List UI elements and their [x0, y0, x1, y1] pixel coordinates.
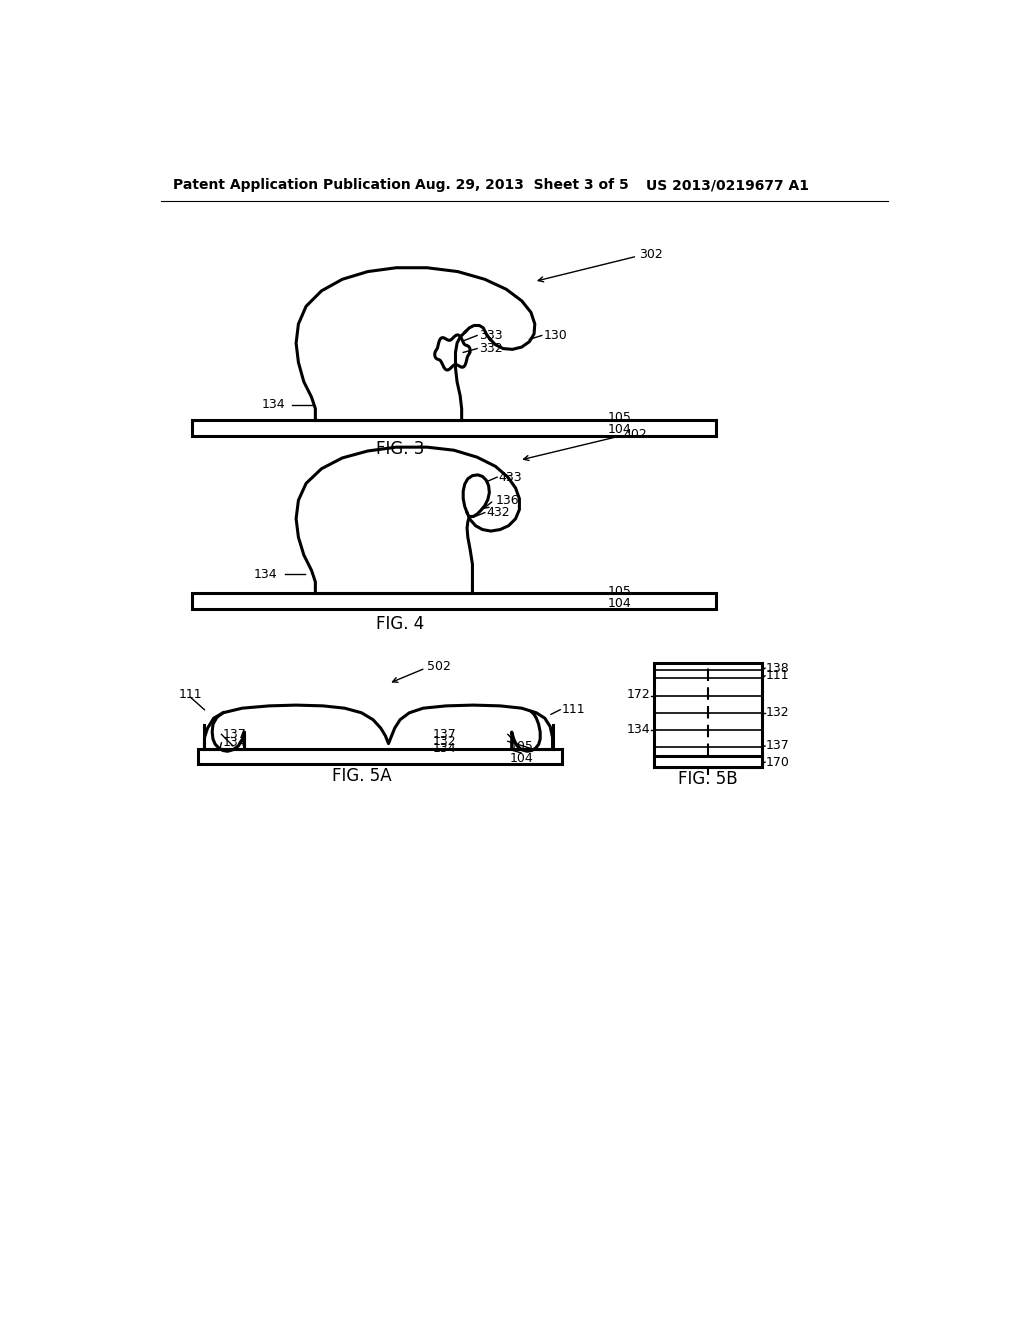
- Text: FIG. 5A: FIG. 5A: [332, 767, 391, 785]
- Text: 136: 136: [496, 494, 519, 507]
- Text: 134: 134: [261, 399, 285, 412]
- Text: 402: 402: [624, 428, 647, 441]
- Text: 111: 111: [562, 704, 586, 717]
- Text: 172: 172: [627, 688, 650, 701]
- Text: 111: 111: [178, 688, 202, 701]
- Text: 432: 432: [486, 506, 510, 519]
- Text: 104: 104: [608, 597, 632, 610]
- Text: 170: 170: [766, 755, 790, 768]
- Bar: [193, 594, 716, 609]
- Text: 104: 104: [608, 422, 632, 436]
- Text: 502: 502: [427, 660, 451, 673]
- Text: Aug. 29, 2013  Sheet 3 of 5: Aug. 29, 2013 Sheet 3 of 5: [416, 178, 629, 193]
- Text: 302: 302: [639, 248, 663, 261]
- Text: 333: 333: [478, 329, 502, 342]
- Text: 132: 132: [432, 735, 456, 748]
- Text: 332: 332: [478, 342, 502, 355]
- Text: 137: 137: [223, 727, 247, 741]
- Text: 137: 137: [432, 727, 456, 741]
- Text: 104: 104: [509, 752, 534, 766]
- Text: FIG. 5B: FIG. 5B: [678, 770, 738, 788]
- Text: 134: 134: [432, 742, 456, 755]
- Bar: [654, 756, 762, 767]
- Text: FIG. 3: FIG. 3: [376, 440, 424, 458]
- Bar: [654, 663, 762, 767]
- Text: FIG. 4: FIG. 4: [376, 615, 424, 634]
- Text: 137: 137: [766, 739, 790, 752]
- Text: 134: 134: [254, 568, 278, 581]
- Text: 138: 138: [766, 661, 790, 675]
- Text: 105: 105: [608, 585, 632, 598]
- Bar: [193, 420, 716, 436]
- Text: 433: 433: [499, 471, 522, 483]
- Text: 130: 130: [544, 329, 567, 342]
- Text: 134: 134: [223, 737, 247, 750]
- Text: 134: 134: [627, 723, 650, 737]
- Text: 105: 105: [608, 411, 632, 424]
- Bar: [199, 748, 562, 764]
- Text: Patent Application Publication: Patent Application Publication: [173, 178, 411, 193]
- Text: US 2013/0219677 A1: US 2013/0219677 A1: [646, 178, 809, 193]
- Text: 105: 105: [509, 741, 534, 754]
- Text: 111: 111: [766, 669, 790, 682]
- Text: 132: 132: [766, 706, 790, 719]
